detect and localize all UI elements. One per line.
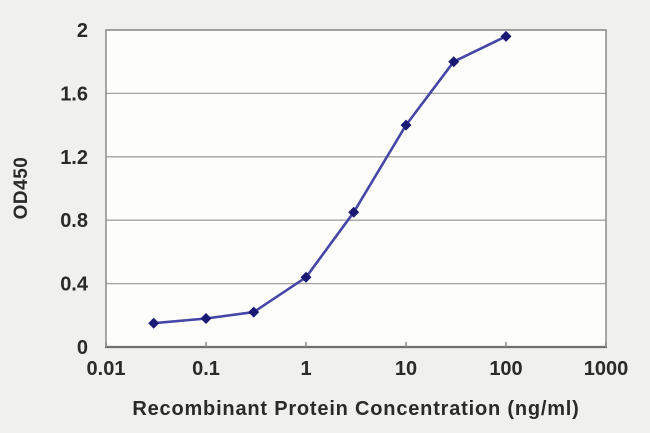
x-tick-label: 1000	[584, 358, 629, 380]
data-line	[153, 35, 507, 325]
data-point-marker	[448, 56, 460, 68]
plot-area	[106, 30, 606, 347]
data-point-marker	[300, 271, 312, 283]
data-point-marker	[400, 119, 412, 131]
x-axis-title: Recombinant Protein Concentration (ng/ml…	[132, 398, 580, 420]
data-point-marker	[148, 317, 160, 329]
y-tick-label: 1.6	[60, 83, 88, 105]
data-point-marker	[500, 30, 512, 42]
data-point-marker	[348, 206, 360, 218]
data-point-marker	[200, 312, 212, 324]
x-tick-label: 1	[300, 358, 311, 380]
x-tick-label: 100	[489, 358, 522, 380]
y-tick-label: 2	[77, 20, 88, 42]
data-point-marker	[248, 306, 260, 318]
x-tick-label: 10	[395, 358, 417, 380]
y-tick-label: 0.8	[60, 210, 88, 232]
x-tick-label: 0.01	[87, 358, 126, 380]
x-tick-label: 0.1	[192, 358, 220, 380]
y-tick-label: 1.2	[60, 147, 88, 169]
y-axis-title: OD450	[11, 156, 32, 220]
y-tick-label: 0	[77, 337, 88, 359]
y-tick-label: 0.4	[60, 274, 89, 296]
